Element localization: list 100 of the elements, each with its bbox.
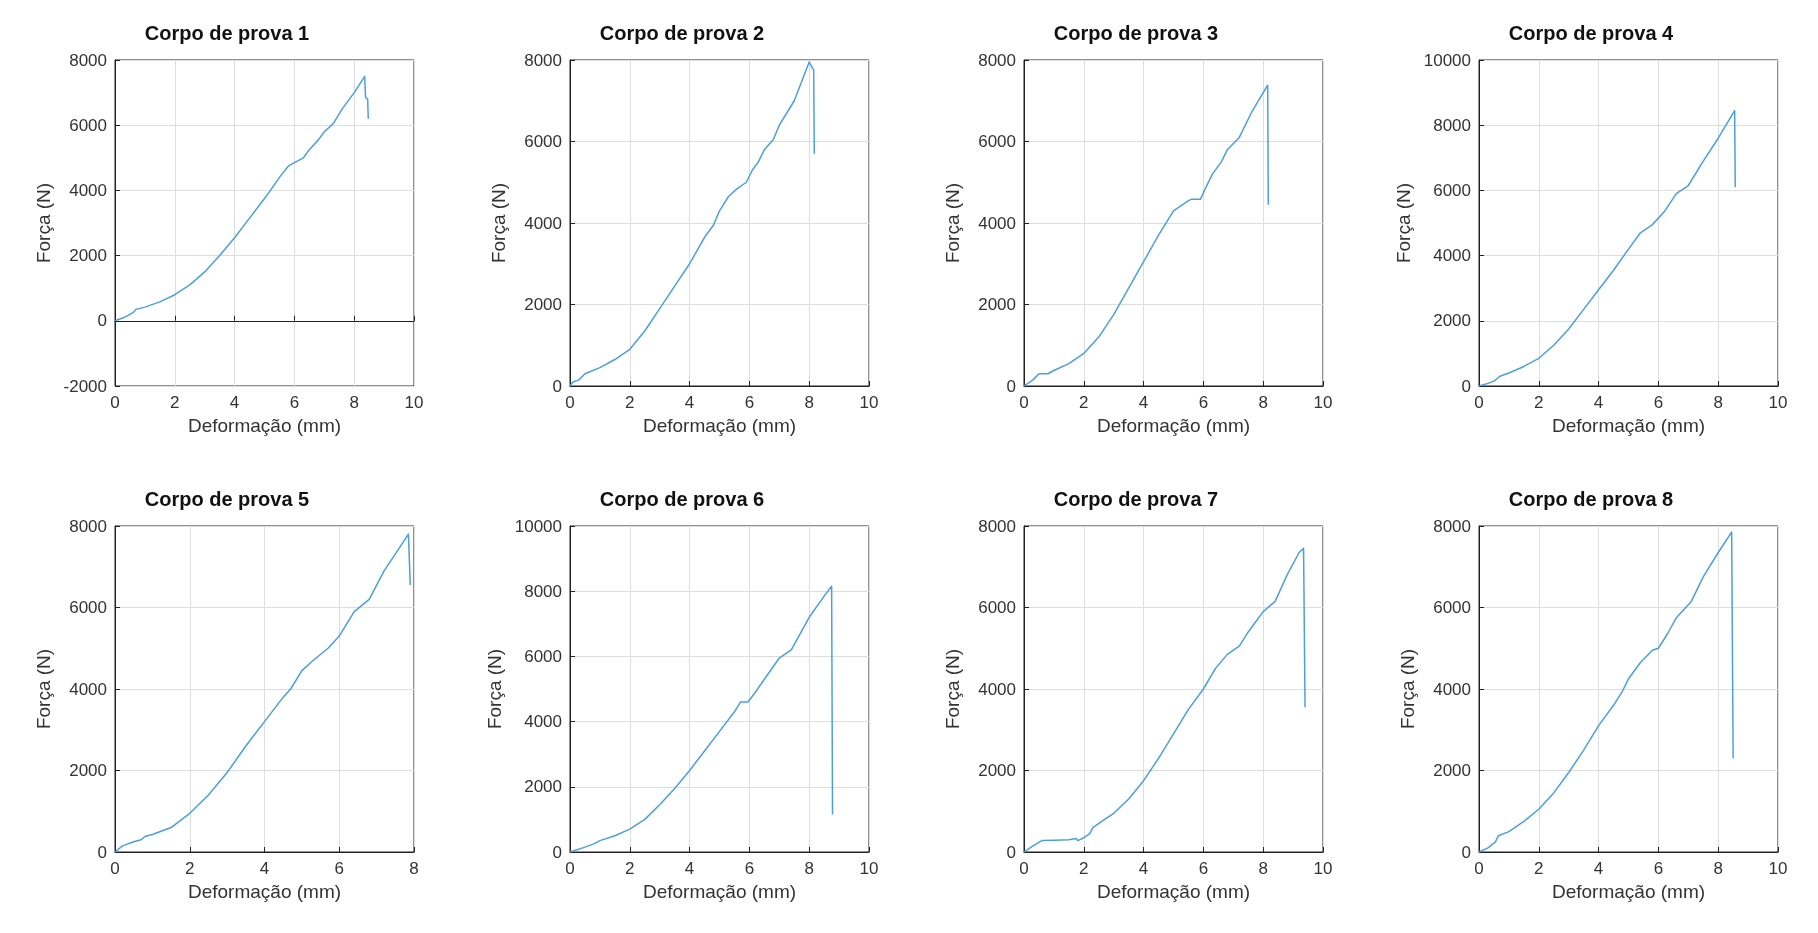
x-tick-label: 8 [409,859,419,878]
x-tick-label: 6 [1653,859,1663,878]
y-tick-label: 8000 [523,50,562,70]
y-axis-title: Força (N) [1392,182,1414,264]
x-tick-label: 2 [1533,859,1544,878]
x-tick-label: 8 [803,393,814,412]
y-tick-label: 8000 [523,581,562,601]
y-tick-label: 4000 [978,213,1016,233]
x-tick-label: 8 [1258,859,1268,878]
x-tick-label: 4 [1593,859,1603,878]
y-tick-label: 8000 [978,516,1016,536]
y-tick-label: 0 [552,842,562,862]
y-tick-label: 2000 [978,295,1016,314]
line-series [1477,531,1734,853]
y-axis-title: Força (N) [1396,648,1418,730]
y-tick-label: 2000 [523,295,562,314]
line-series [1023,547,1306,853]
y-axis-title: Força (N) [33,648,54,730]
x-tick-label: 6 [1198,393,1209,412]
line-series [1477,109,1736,387]
y-tick-label: 10000 [514,516,562,536]
x-tick-label: 10 [859,859,878,878]
chart-title: Corpo de prova 8 [1508,488,1673,510]
y-tick-label: 4000 [523,712,562,732]
x-tick-label: 4 [684,859,694,878]
y-tick-label: 6000 [69,598,107,617]
y-tick-label: 6000 [1432,598,1471,617]
y-tick-label: 6000 [523,132,562,151]
x-tick-label: 2 [1079,393,1089,412]
y-tick-label: 2000 [69,246,107,266]
x-tick-label: 6 [289,393,300,412]
y-tick-label: 6000 [1432,180,1471,200]
y-axis-title: Força (N) [483,648,505,730]
x-tick-label: 0 [564,859,575,878]
x-tick-label: 6 [1653,393,1663,412]
y-tick-label: 8000 [69,516,107,536]
y-axis-title: Força (N) [487,182,509,264]
x-axis-title: Deformação (mm) [642,881,796,902]
x-tick-label: 0 [1019,859,1029,878]
chart-title: Corpo de prova 7 [1053,488,1219,510]
y-axis-title: Força (N) [942,182,963,264]
x-axis-title: Deformação (mm) [1551,881,1705,902]
y-tick-label: 2000 [978,761,1016,780]
x-tick-label: 0 [1019,393,1029,412]
x-tick-label: 0 [110,859,120,878]
x-tick-label: 2 [1533,393,1544,412]
y-tick-label: 4000 [69,180,107,200]
x-tick-label: 10 [1768,859,1787,878]
x-tick-label: 4 [1138,859,1149,878]
chart-title: Corpo de prova 6 [599,488,764,510]
x-tick-label: 2 [624,859,635,878]
y-tick-label: -2000 [63,376,107,396]
x-tick-label: 2 [170,393,180,412]
y-tick-label: 0 [1006,842,1016,862]
y-tick-label: 8000 [69,50,107,70]
x-tick-label: 6 [1198,859,1209,878]
x-tick-label: 2 [624,393,635,412]
x-tick-label: 10 [859,393,878,412]
y-tick-label: 2000 [1432,311,1471,331]
line-series [114,75,369,322]
y-tick-label: 10000 [1423,50,1471,70]
x-axis-title: Deformação (mm) [187,415,342,436]
y-tick-label: 6000 [978,132,1016,151]
y-tick-label: 0 [552,376,562,396]
y-tick-label: 2000 [1432,761,1471,780]
chart-title: Corpo de prova 2 [599,22,764,44]
x-tick-label: 4 [259,859,270,878]
x-axis-title: Deformação (mm) [642,415,796,436]
x-tick-label: 0 [1473,393,1484,412]
x-tick-label: 6 [744,859,754,878]
x-tick-label: 2 [185,859,195,878]
x-tick-label: 0 [564,393,575,412]
x-tick-label: 10 [1313,393,1333,412]
chart-title: Corpo de prova 4 [1508,22,1674,44]
line-series [568,585,833,853]
x-tick-label: 8 [1712,859,1723,878]
x-tick-label: 6 [334,859,344,878]
y-tick-label: 0 [1461,842,1471,862]
y-tick-label: 4000 [978,679,1016,699]
x-tick-label: 4 [1593,393,1603,412]
x-tick-label: 10 [1768,393,1787,412]
x-axis-title: Deformação (mm) [1096,415,1251,436]
chart-title: Corpo de prova 5 [144,488,310,510]
y-tick-label: 4000 [523,213,562,233]
y-tick-label: 0 [1461,376,1471,396]
y-axis-title: Força (N) [942,648,963,730]
x-axis-title: Deformação (mm) [187,881,342,902]
x-tick-label: 4 [229,393,240,412]
y-tick-label: 4000 [1432,679,1471,699]
y-tick-label: 8000 [1432,516,1471,536]
x-tick-label: 8 [1258,393,1268,412]
x-axis-title: Deformação (mm) [1551,415,1705,436]
y-tick-label: 6000 [523,646,562,666]
y-tick-label: 8000 [1432,115,1471,135]
y-tick-label: 6000 [69,115,107,135]
y-tick-label: 0 [97,311,107,331]
y-tick-label: 2000 [69,761,107,780]
x-tick-label: 10 [1313,859,1333,878]
x-tick-label: 10 [404,393,424,412]
chart-title: Corpo de prova 1 [144,22,310,44]
